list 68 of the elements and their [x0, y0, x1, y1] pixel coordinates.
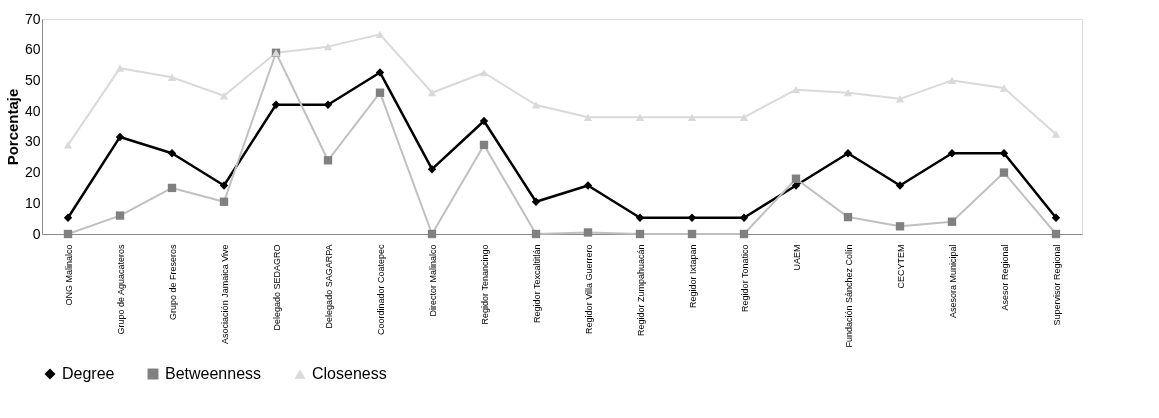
y-tick-label: 50 — [24, 71, 41, 88]
point — [531, 101, 541, 109]
point — [895, 181, 905, 190]
point — [115, 64, 125, 72]
point — [843, 89, 853, 97]
point — [323, 43, 333, 51]
y-axis-title: Porcentaje — [3, 88, 21, 166]
x-tick-label: CECYTEM — [895, 244, 906, 289]
point — [167, 73, 177, 81]
x-tick-label: Asesora Municipal — [947, 244, 958, 319]
x-tick-label: Asociación Jamaica Vive — [219, 244, 230, 344]
x-tick-label: Coordinador Coatepec — [375, 244, 386, 336]
point — [635, 213, 645, 222]
point — [427, 89, 437, 97]
point — [375, 68, 385, 77]
point — [219, 181, 229, 190]
legend-label: Closeness — [312, 365, 387, 382]
point — [739, 213, 749, 222]
y-tick-label: 60 — [24, 41, 41, 58]
legend-label: Degree — [62, 365, 115, 382]
point — [167, 149, 177, 158]
point — [479, 69, 489, 77]
x-tick-label: Fundación Sánchez Colín — [843, 244, 854, 348]
point — [271, 100, 281, 109]
point — [427, 165, 437, 174]
x-tick-label: Regidor Texcaltitlán — [531, 244, 542, 323]
point — [219, 92, 229, 100]
point — [947, 76, 957, 85]
point — [687, 113, 697, 121]
x-tick-label: Grupo de Freseros — [167, 244, 178, 321]
x-tick-label: Regidor Tenancingo — [479, 244, 490, 325]
point — [531, 197, 541, 206]
y-tick-label: 70 — [24, 10, 41, 27]
x-tick-label: Regidor Ixtapan — [687, 244, 698, 309]
x-tick-label: Regidor Zumpahuacán — [635, 244, 646, 337]
x-tick-label: Delegado SAGARPA — [323, 244, 334, 329]
y-tick-label: 20 — [24, 164, 41, 181]
x-tick-label: Delegado SEDAGRO — [271, 244, 282, 331]
y-tick-label: 10 — [24, 194, 41, 211]
point — [115, 132, 125, 142]
point — [375, 30, 385, 38]
x-tick-label: Asesor Regional — [999, 244, 1010, 311]
point — [791, 86, 801, 94]
x-tick-label: UAEM — [791, 244, 802, 271]
y-tick-label: 30 — [24, 133, 41, 150]
point — [947, 149, 957, 158]
point — [583, 181, 593, 190]
point — [479, 116, 489, 126]
point — [583, 113, 593, 121]
point — [999, 149, 1009, 158]
point — [1051, 213, 1061, 222]
point — [1051, 130, 1061, 138]
point — [739, 113, 749, 121]
point — [635, 113, 645, 121]
x-tick-label: ONG Malinalco — [63, 244, 74, 306]
y-tick-label: 0 — [32, 225, 41, 242]
point — [63, 141, 73, 149]
legend-label: Betweenness — [165, 365, 262, 382]
x-tick-label: Regidor Tonatico — [739, 244, 750, 312]
point — [843, 149, 853, 158]
x-tick-label: Grupo de Aguacateros — [115, 244, 126, 335]
x-tick-label: Supervisor Regional — [1051, 244, 1062, 326]
point — [323, 100, 333, 109]
x-tick-label: Director Malinalco — [427, 244, 438, 317]
y-tick-label: 40 — [24, 102, 41, 119]
point — [687, 213, 697, 222]
x-tick-label: Regidor Villa Guerrero — [583, 244, 594, 334]
point — [63, 213, 73, 222]
